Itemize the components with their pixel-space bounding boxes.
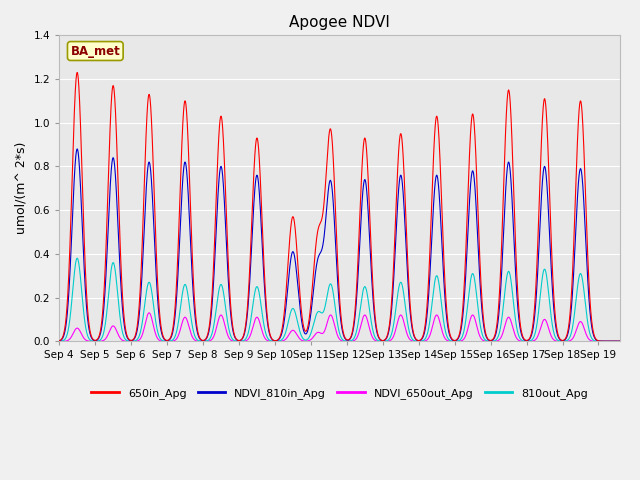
- Y-axis label: umol/(m^ 2*s): umol/(m^ 2*s): [15, 142, 28, 234]
- Text: BA_met: BA_met: [70, 45, 120, 58]
- Legend: 650in_Apg, NDVI_810in_Apg, NDVI_650out_Apg, 810out_Apg: 650in_Apg, NDVI_810in_Apg, NDVI_650out_A…: [86, 383, 593, 403]
- Title: Apogee NDVI: Apogee NDVI: [289, 15, 390, 30]
